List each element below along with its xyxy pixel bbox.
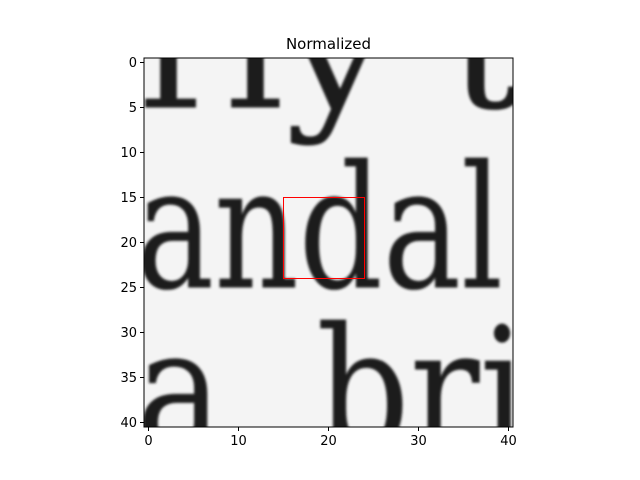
highlight-box <box>283 197 365 279</box>
text-row-3: a, bri <box>136 292 527 480</box>
x-tick-label: 10 <box>230 434 247 449</box>
x-tick-label: 40 <box>500 434 517 449</box>
y-tick-label: 0 <box>129 56 137 71</box>
y-tick-label: 20 <box>120 236 137 251</box>
x-tick-label: 0 <box>144 434 152 449</box>
image-background <box>144 58 513 427</box>
y-axis: 0 5 10 15 20 25 30 35 40 <box>120 56 144 431</box>
y-tick-label: 30 <box>120 326 137 341</box>
y-tick-label: 5 <box>129 101 137 116</box>
y-tick-label: 15 <box>120 191 137 206</box>
text-row-1: rly t <box>138 0 522 149</box>
chart-title: Normalized <box>286 35 371 53</box>
y-tick-label: 40 <box>120 416 137 431</box>
x-tick-label: 20 <box>320 434 337 449</box>
y-tick-label: 25 <box>120 281 137 296</box>
x-tick-label: 30 <box>410 434 427 449</box>
x-axis: 0 10 20 30 40 <box>144 427 517 449</box>
y-tick-label: 10 <box>120 146 137 161</box>
y-tick-label: 35 <box>120 371 137 386</box>
text-row-2: andal <box>136 130 503 329</box>
